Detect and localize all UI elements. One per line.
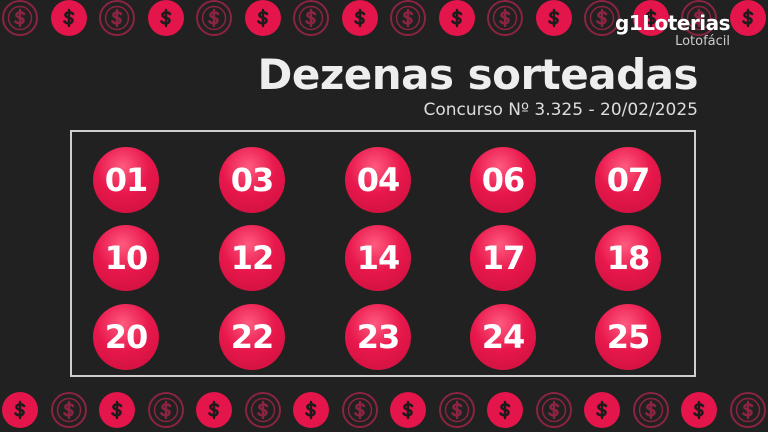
dollar-sign-icon [735,397,760,423]
dollar-coin-icon [487,392,523,428]
dollar-coin-icon [244,392,281,428]
dollar-coin-icon [487,0,523,36]
dollar-sign-icon [7,5,33,31]
dollar-sign-icon [62,8,74,28]
dollar-sign-icon [56,397,81,423]
number-ball: 24 [470,304,536,370]
dollar-coin-icon [196,392,232,428]
dollar-sign-icon [444,397,469,423]
dollar-sign-icon [208,400,220,420]
dollar-coin-icon [99,392,135,428]
dollar-sign-icon [547,8,559,28]
dollar-sign-icon [353,8,365,28]
brand: g1Loterias Lotofácil [615,12,730,49]
dollar-coin-icon [632,0,669,36]
dollar-coin-icon [293,392,329,428]
page-title: Dezenas sorteadas [257,50,698,99]
numbers-board: 01 03 04 06 07 10 12 14 17 18 20 22 23 2… [70,130,696,377]
dollar-sign-icon [305,400,317,420]
dollar-sign-icon [347,397,372,423]
dollar-coin-icon [341,0,378,36]
dollar-sign-icon [395,5,421,31]
dollar-coin-icon [2,392,38,428]
number-ball: 25 [595,304,661,370]
g1-loterias-logo: g1Loterias [615,11,730,35]
number-ball: 23 [345,304,411,370]
dollar-sign-icon [541,397,566,423]
number-ball: 03 [219,147,285,213]
number-ball: 10 [93,225,159,291]
dollar-coin-icon [729,392,766,428]
contest-info: Concurso Nº 3.325 - 20/02/2025 [423,100,698,120]
dollar-sign-icon [492,5,518,31]
number-ball: 06 [470,147,536,213]
number-ball: 12 [219,225,285,291]
dollar-sign-icon [159,8,171,28]
dollar-coin-icon [438,392,475,428]
dollar-sign-icon [250,397,275,423]
dollar-sign-icon [201,5,227,31]
dollar-coin-icon [50,0,87,36]
dollar-coin-icon [729,0,766,36]
dollar-sign-icon [596,400,608,420]
dollar-sign-icon [14,400,26,420]
dollar-coin-icon [632,392,669,428]
dollar-coin-icon [244,0,281,36]
coin-border-bottom [0,392,768,430]
dollar-coin-icon [584,392,620,428]
dollar-coin-icon [147,392,184,428]
dollar-sign-icon [104,5,130,31]
dollar-sign-icon [402,400,414,420]
dollar-sign-icon [111,400,123,420]
dollar-sign-icon [741,8,753,28]
dollar-coin-icon [99,0,135,36]
coin-border-top [0,0,768,38]
number-ball: 18 [595,225,661,291]
dollar-coin-icon [584,0,620,36]
dollar-sign-icon [450,8,462,28]
dollar-coin-icon [50,392,87,428]
number-ball: 01 [93,147,159,213]
dollar-coin-icon [681,392,717,428]
game-name: Lotofácil [675,34,730,49]
dollar-sign-icon [589,5,615,31]
dollar-coin-icon [341,392,378,428]
number-ball: 22 [219,304,285,370]
number-ball: 07 [595,147,661,213]
dollar-sign-icon [686,5,712,31]
dollar-sign-icon [153,397,178,423]
dollar-sign-icon [499,400,511,420]
dollar-coin-icon [196,0,232,36]
dollar-coin-icon [535,392,572,428]
dollar-coin-icon [2,0,38,36]
dollar-sign-icon [256,8,268,28]
number-ball: 20 [93,304,159,370]
dollar-coin-icon [147,0,184,36]
number-ball: 14 [345,225,411,291]
dollar-coin-icon [293,0,329,36]
dollar-coin-icon [390,0,426,36]
number-ball: 04 [345,147,411,213]
dollar-sign-icon [644,8,656,28]
dollar-coin-icon [535,0,572,36]
dollar-coin-icon [390,392,426,428]
dollar-coin-icon [681,0,717,36]
number-ball: 17 [470,225,536,291]
dollar-sign-icon [638,397,663,423]
dollar-sign-icon [298,5,324,31]
dollar-sign-icon [693,400,705,420]
dollar-coin-icon [438,0,475,36]
